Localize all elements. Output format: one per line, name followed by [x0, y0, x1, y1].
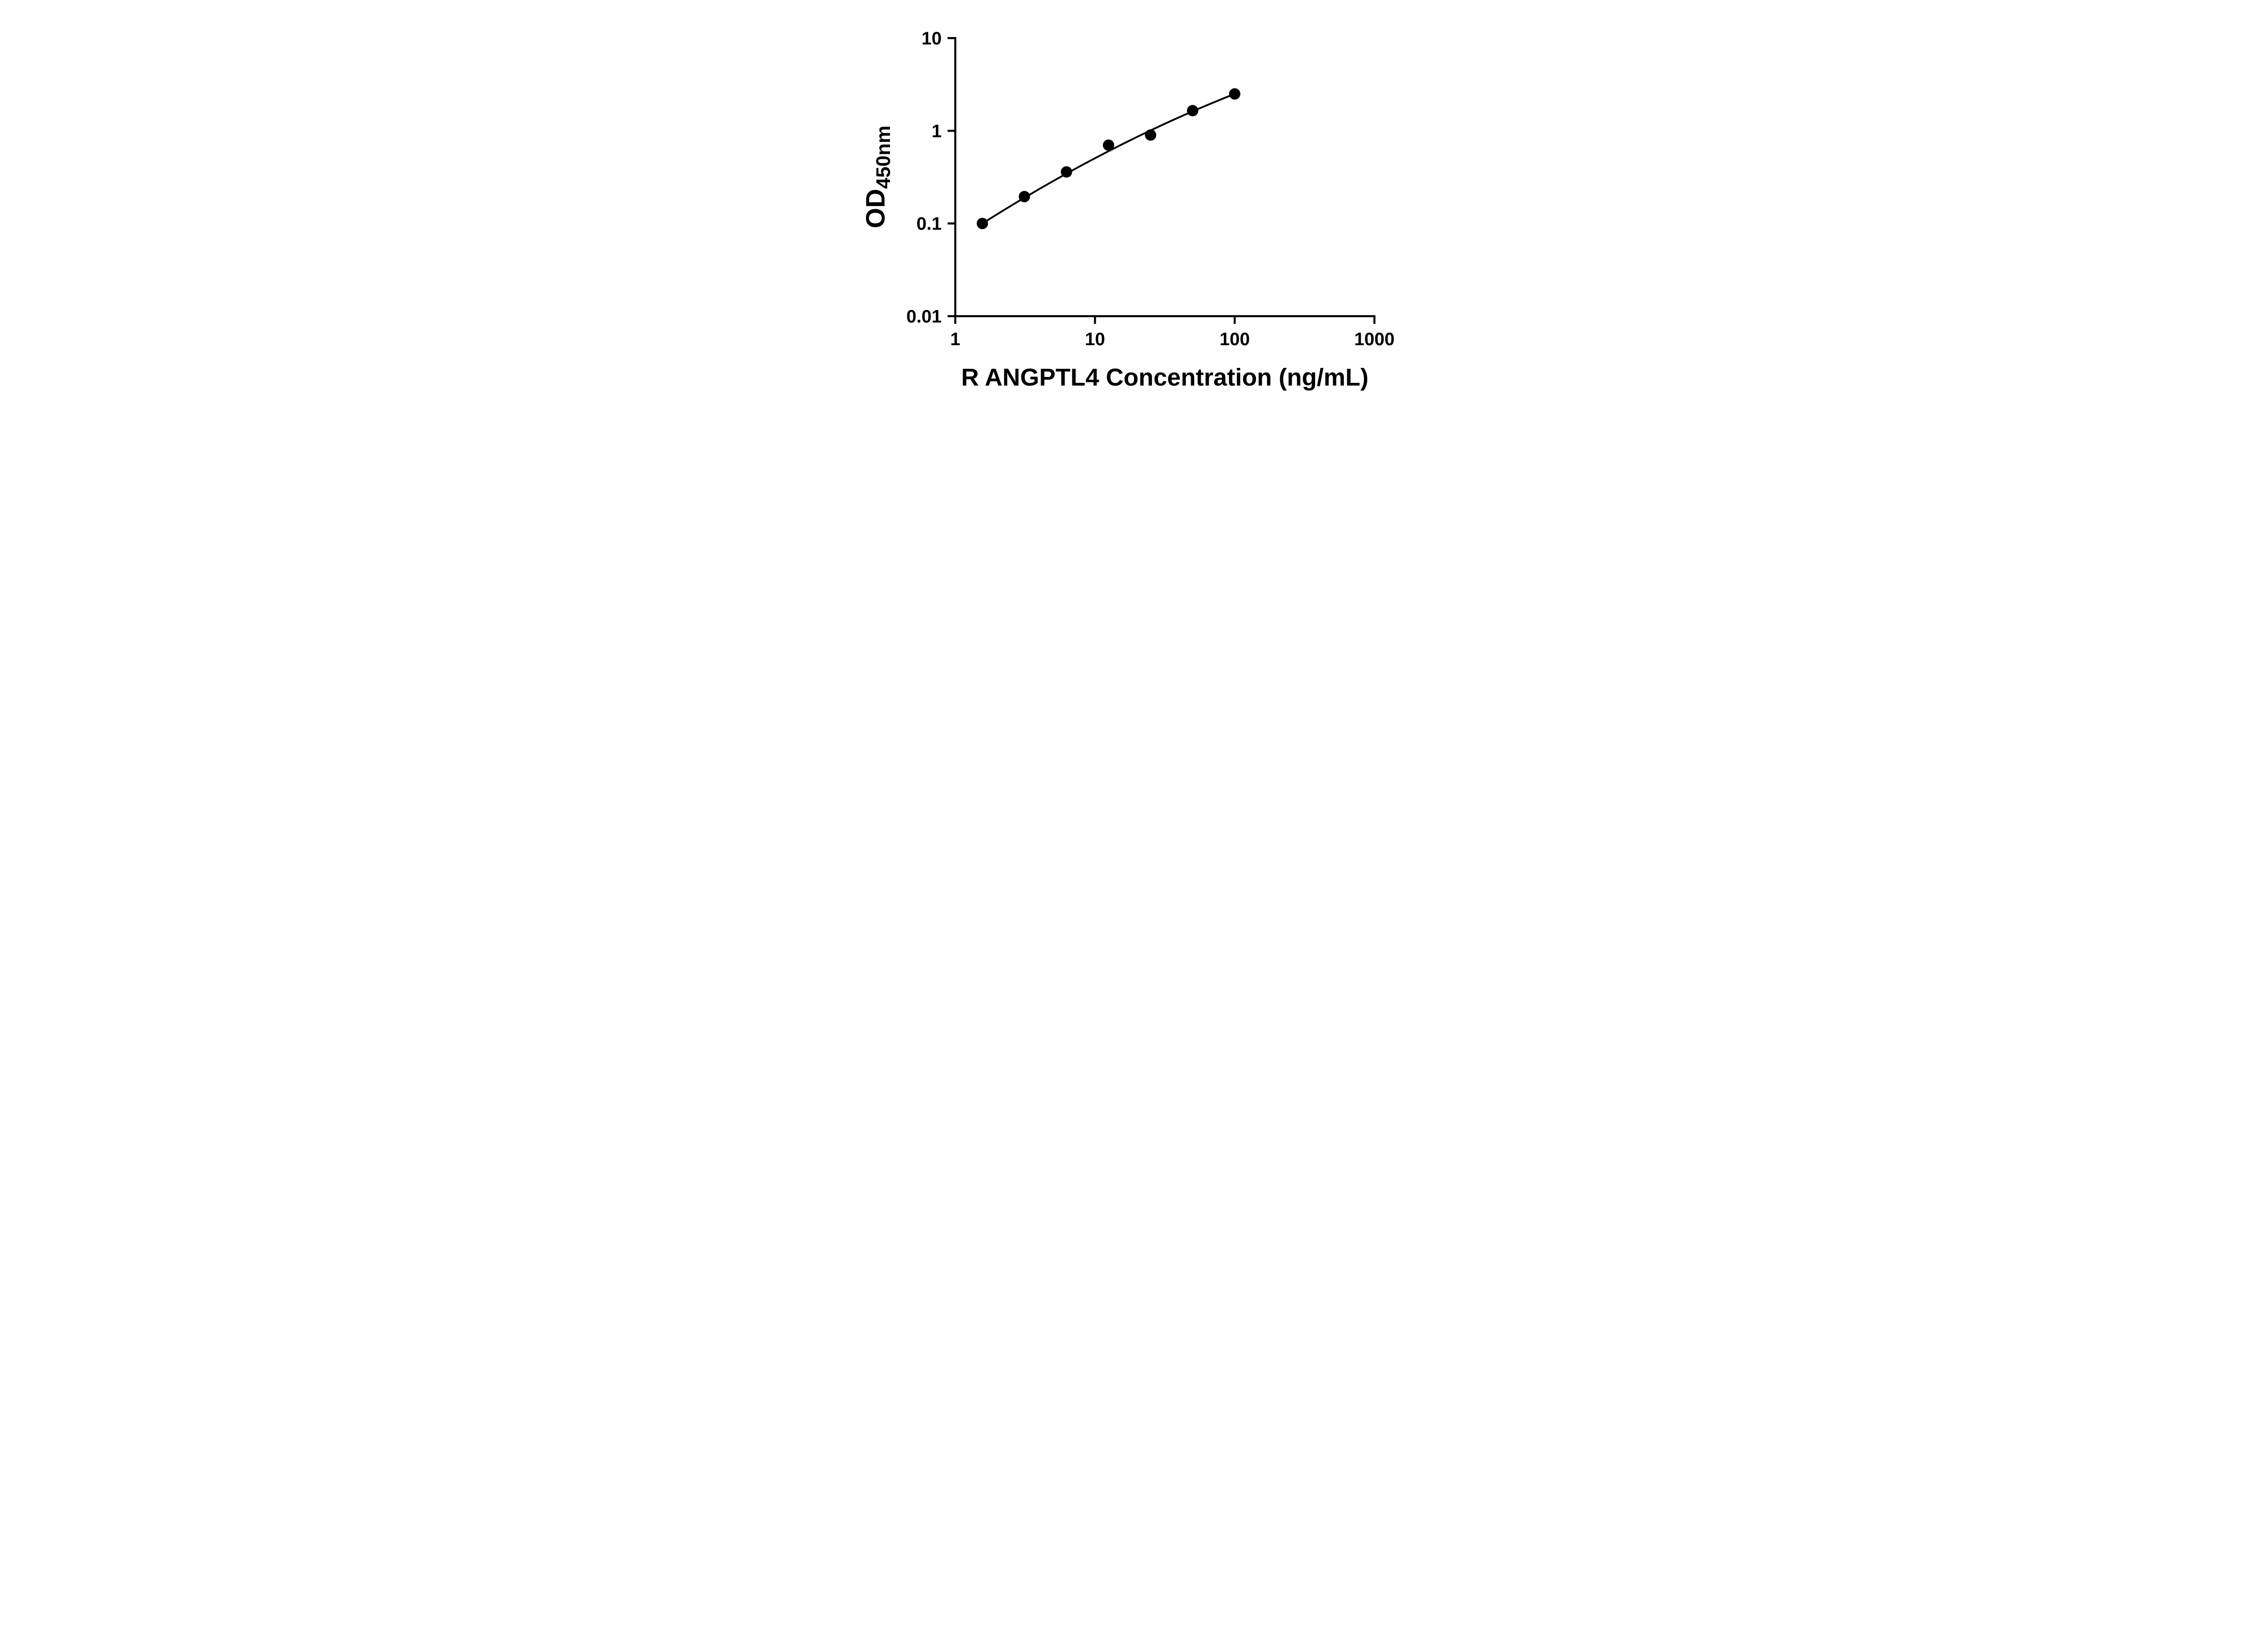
data-point: [1061, 166, 1072, 178]
x-tick-label: 1000: [1354, 329, 1394, 349]
y-tick-label: 0.1: [916, 214, 942, 234]
x-tick-label: 1: [950, 329, 960, 349]
y-axis-title-main: OD: [861, 189, 890, 228]
x-tick-label: 100: [1219, 329, 1250, 349]
plot-series: [976, 88, 1240, 230]
y-tick-label: 1: [931, 121, 941, 141]
standard-curve-chart: 1 10 100 1000 0.01 0.1 1 10 OD450nm R ANGPTL4 C…: [861, 29, 1394, 391]
y-axis-title-subscript: 450nm: [872, 126, 894, 189]
data-point: [1018, 191, 1030, 202]
axis-ticks: 1 10 100 1000 0.01 0.1 1 10: [906, 29, 1394, 349]
y-axis-title: OD450nm: [861, 126, 894, 228]
y-tick-label: 10: [921, 29, 942, 49]
data-point: [1229, 88, 1240, 100]
x-axis-title: R ANGPTL4 Concentration (ng/mL): [961, 364, 1369, 391]
axes: [954, 37, 1375, 318]
data-point: [1144, 129, 1156, 141]
chart-canvas: 1 10 100 1000 0.01 0.1 1 10 OD450nm R ANGPTL4 C…: [842, 0, 1426, 408]
data-point: [976, 218, 988, 230]
axis-lines: [954, 37, 1375, 318]
x-tick-label: 10: [1085, 329, 1105, 349]
data-point: [1187, 105, 1198, 117]
data-point: [1102, 139, 1114, 151]
y-tick-label: 0.01: [906, 307, 942, 327]
